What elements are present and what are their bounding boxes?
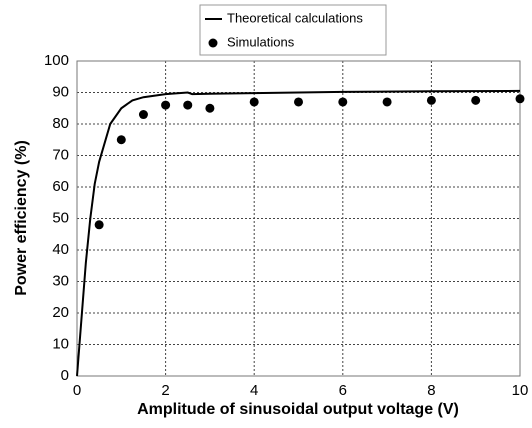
y-tick-label: 70 — [52, 146, 69, 163]
point — [382, 97, 392, 107]
x-axis-label: Amplitude of sinusoidal output voltage (… — [137, 401, 459, 418]
point — [94, 220, 104, 230]
y-tick-label: 90 — [52, 83, 69, 100]
x-tick-label: 6 — [339, 382, 347, 399]
point — [161, 100, 171, 110]
x-tick-label: 4 — [250, 382, 258, 399]
legend-swatch — [208, 38, 218, 48]
y-tick-label: 80 — [52, 115, 69, 132]
point — [515, 94, 525, 104]
x-tick-label: 8 — [427, 382, 435, 399]
y-tick-label: 100 — [44, 52, 69, 69]
y-tick-label: 10 — [52, 335, 69, 352]
point — [471, 95, 481, 105]
plot-frame — [76, 60, 521, 377]
point — [205, 103, 215, 113]
point — [116, 135, 126, 145]
x-tick-label: 2 — [161, 382, 169, 399]
legend-label: Simulations — [227, 34, 295, 49]
x-tick-label: 10 — [512, 382, 529, 399]
y-tick-label: 0 — [61, 367, 69, 384]
point — [426, 95, 436, 105]
point — [294, 97, 303, 107]
line — [76, 89, 521, 377]
y-axis-label: Power efficiency (%) — [13, 140, 30, 296]
y-tick-label: 50 — [52, 209, 69, 226]
y-tick-label: 20 — [52, 304, 69, 321]
y-tick-label: 40 — [52, 241, 69, 258]
x-tick-label: 0 — [73, 382, 81, 399]
point — [138, 110, 148, 120]
y-tick-label: 30 — [52, 272, 69, 289]
legend-box — [199, 4, 387, 56]
point — [183, 100, 193, 110]
y-tick-label: 60 — [52, 178, 69, 195]
point — [249, 97, 259, 107]
legend-label: Theoretical calculations — [227, 10, 363, 25]
point — [338, 97, 348, 107]
